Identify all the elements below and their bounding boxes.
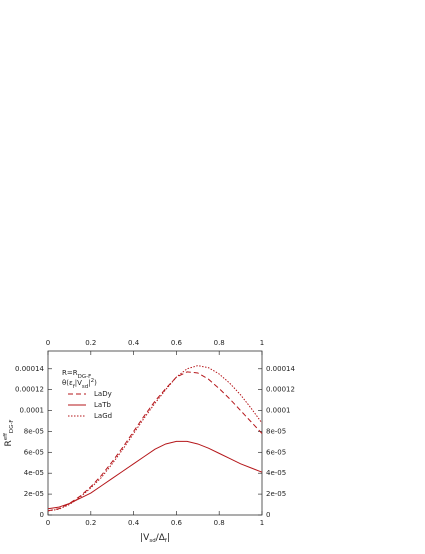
series-line [47,440,263,510]
y-tick-label-right: 6e-05 [266,448,286,456]
y-axis-label-part: DG-F [9,419,15,433]
x-tick-label: 0.4 [128,519,140,527]
y-tick-label: 2e-05 [24,490,44,498]
x-tick-label-top: 1 [260,339,264,347]
legend-title-part: f [73,384,76,390]
y-tick-label-right: 0.00012 [266,386,295,394]
legend-label: LaDy [94,390,112,398]
series-line [47,371,263,512]
x-tick-label: 0.6 [171,519,183,527]
x-axis-label: |Vsd/Δf| [140,533,170,544]
x-tick-label: 0.8 [214,519,225,527]
legend-label: LaGd [94,412,112,420]
y-tick-label-right: 2e-05 [266,490,286,498]
y-tick-label: 4e-05 [24,469,44,477]
legend-label: LaTb [94,401,111,409]
legend-title: θ(εf|Vsd|2) [62,378,97,390]
x-tick-label-top: 0.6 [171,339,183,347]
y-tick-label-right: 0.0001 [266,407,291,415]
y-tick-label-right: 8e-05 [266,427,286,435]
y-tick-label: 8e-05 [24,427,44,435]
y-axis-label: ReffDG-F [3,419,15,446]
legend-title-part: 2 [91,378,95,384]
y-tick-label: 6e-05 [24,448,44,456]
x-tick-label: 0 [46,519,50,527]
legend-title-part: sd [82,384,88,390]
y-tick-label-right: 4e-05 [266,469,286,477]
x-tick-label-top: 0.8 [214,339,225,347]
series-line [47,365,263,512]
y-axis-label-part: eff [3,433,9,440]
y-axis-label-part: R [4,440,14,446]
x-axis-label-part: sd [149,538,155,544]
y-tick-label: 0 [40,511,44,519]
legend-title-part: DG-F [78,374,92,380]
legend-title-part: |V [75,379,82,387]
y-tick-label: 0.0001 [20,407,45,415]
x-axis-label-part: | [167,533,170,543]
x-tick-label: 0.2 [85,519,96,527]
x-tick-label-top: 0 [46,339,50,347]
x-tick-label: 1 [260,519,264,527]
y-tick-label: 0.00014 [15,365,44,373]
legend-title-part: R=R [62,369,78,377]
x-tick-label-top: 0.2 [85,339,96,347]
x-axis-label-part: |V [140,533,150,543]
x-axis-label-part: /Δ [156,533,166,543]
y-tick-label: 0.00012 [15,386,44,394]
y-tick-label-right: 0.00014 [266,365,295,373]
legend-title-part: θ(ε [62,379,73,387]
legend-title: R=RDG-F [62,369,91,380]
y-tick-label-right: 0 [266,511,270,519]
legend-title-part: | [88,379,90,387]
x-axis-label-part: f [165,538,168,544]
legend-title-part: ) [94,379,97,387]
x-tick-label-top: 0.4 [128,339,140,347]
